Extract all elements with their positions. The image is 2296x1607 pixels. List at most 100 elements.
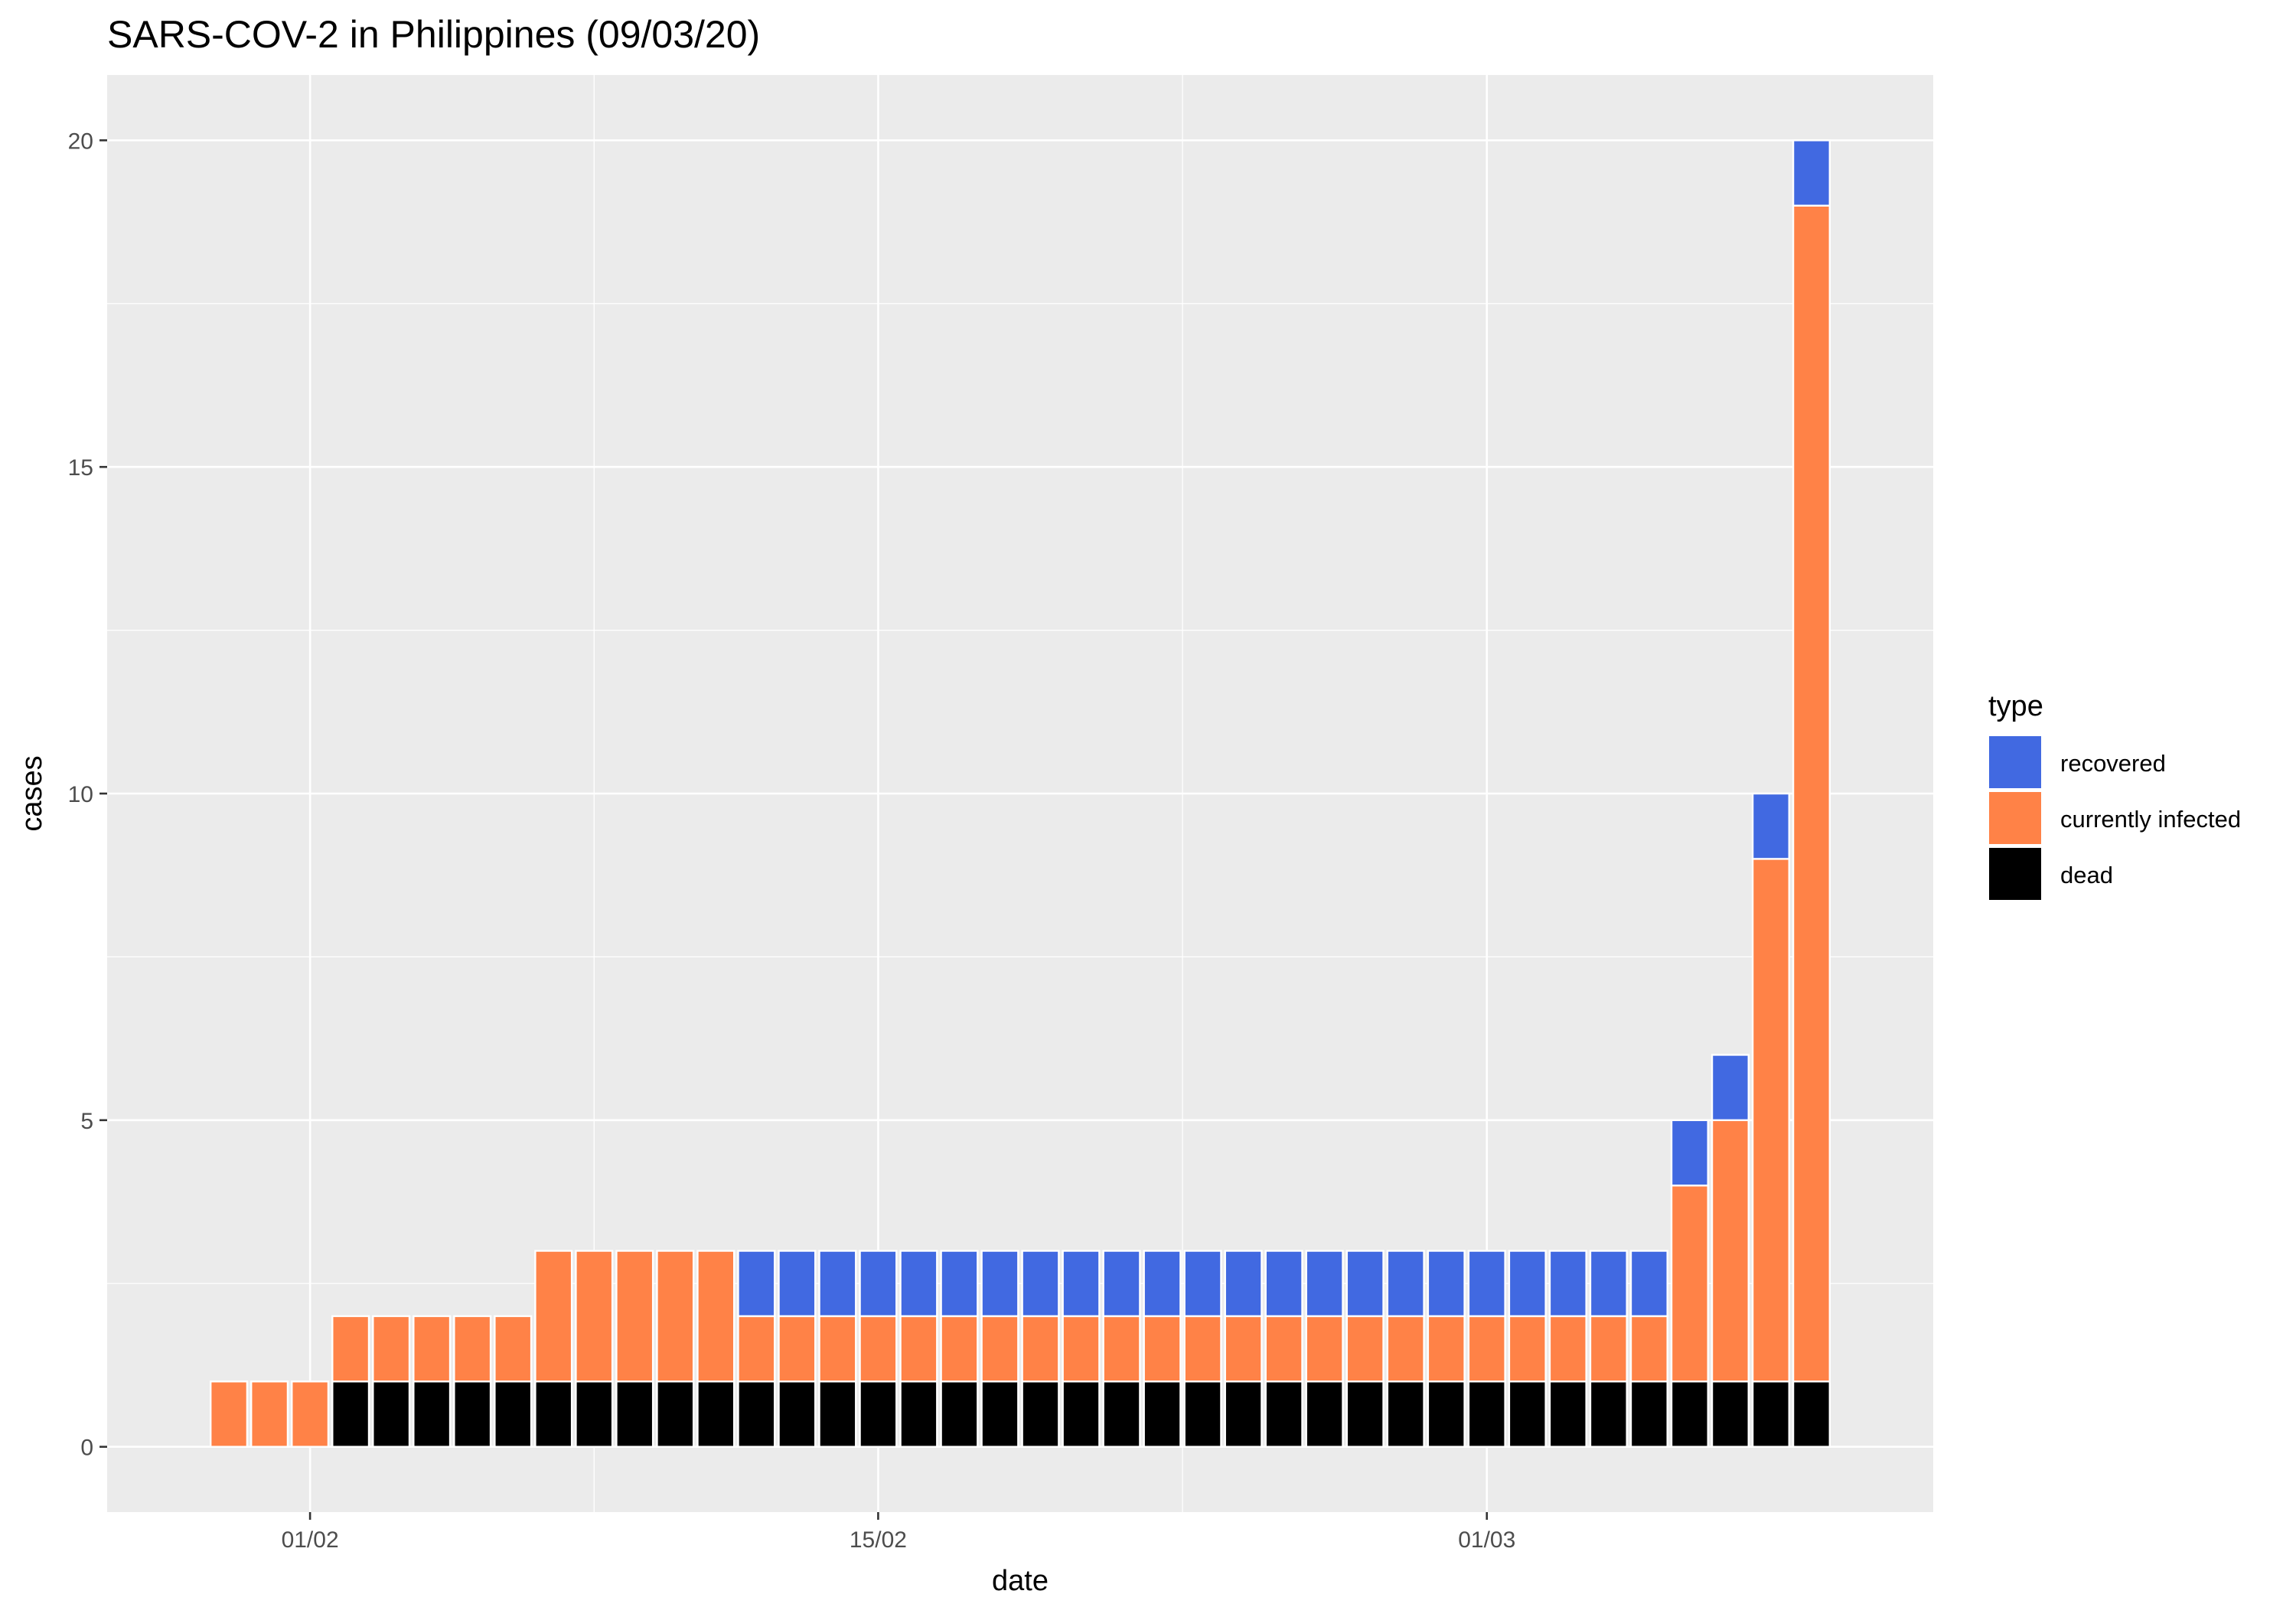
legend-label-dead: dead <box>2060 862 2113 888</box>
bar-currently-infected <box>250 1380 289 1448</box>
bar-recovered <box>778 1250 817 1318</box>
legend: type recovered currently infected dead <box>1988 690 2241 900</box>
bar-dead <box>413 1380 452 1448</box>
bar-currently-infected <box>210 1380 249 1448</box>
y-axis: 0 5 10 15 20 <box>68 129 107 1461</box>
bar-recovered <box>1548 1250 1587 1318</box>
bar-currently-infected <box>1629 1315 1668 1383</box>
bar-recovered <box>940 1250 979 1318</box>
bar-currently-infected <box>899 1315 938 1383</box>
legend-label-currently-infected: currently infected <box>2060 806 2241 833</box>
bars <box>210 139 1831 1448</box>
bar-currently-infected <box>1062 1315 1101 1383</box>
bar-dead <box>372 1380 411 1448</box>
bar-recovered <box>1345 1250 1384 1318</box>
bar-dead <box>1305 1380 1344 1448</box>
bar-currently-infected <box>1386 1315 1425 1383</box>
bar-dead <box>1508 1380 1547 1448</box>
x-tick-label: 15/02 <box>850 1527 907 1553</box>
bar-currently-infected <box>291 1380 330 1448</box>
bar-currently-infected <box>615 1250 654 1383</box>
bar-dead <box>615 1380 654 1448</box>
bar-dead <box>818 1380 857 1448</box>
bar-dead <box>656 1380 695 1448</box>
bar-dead <box>737 1380 776 1448</box>
bar-currently-infected <box>1508 1315 1547 1383</box>
bar-recovered <box>1386 1250 1425 1318</box>
bar-recovered <box>980 1250 1019 1318</box>
bar-recovered <box>1711 1054 1750 1122</box>
bar-recovered <box>1062 1250 1101 1318</box>
bar-currently-infected <box>656 1250 695 1383</box>
bar-currently-infected <box>1670 1184 1709 1383</box>
bar-recovered <box>1183 1250 1222 1318</box>
bar-currently-infected <box>372 1315 411 1383</box>
bar-recovered <box>1102 1250 1141 1318</box>
bar-dead <box>980 1380 1019 1448</box>
bar-dead <box>778 1380 817 1448</box>
bar-currently-infected <box>1021 1315 1060 1383</box>
bar-recovered <box>1670 1119 1709 1187</box>
bar-recovered <box>1224 1250 1263 1318</box>
bar-recovered <box>1467 1250 1506 1318</box>
bar-recovered <box>859 1250 898 1318</box>
bar-recovered <box>1305 1250 1344 1318</box>
bar-currently-infected <box>534 1250 573 1383</box>
bar-dead <box>534 1380 573 1448</box>
bar-dead <box>1467 1380 1506 1448</box>
y-tick-label: 5 <box>80 1109 93 1134</box>
chart-title: SARS-COV-2 in Philippines (09/03/20) <box>107 13 760 56</box>
bar-dead <box>1427 1380 1466 1448</box>
bar-recovered <box>818 1250 857 1318</box>
bar-dead <box>494 1380 533 1448</box>
bar-dead <box>1751 1380 1790 1448</box>
bar-currently-infected <box>1183 1315 1222 1383</box>
bar-recovered <box>737 1250 776 1318</box>
y-tick-label: 0 <box>80 1436 93 1461</box>
bar-currently-infected <box>818 1315 857 1383</box>
bar-currently-infected <box>331 1315 370 1383</box>
bar-dead <box>1345 1380 1384 1448</box>
x-tick-label: 01/02 <box>282 1527 339 1553</box>
bar-dead <box>1143 1380 1182 1448</box>
bar-dead <box>1062 1380 1101 1448</box>
bar-currently-infected <box>1305 1315 1344 1383</box>
bar-dead <box>331 1380 370 1448</box>
bar-currently-infected <box>980 1315 1019 1383</box>
bar-dead <box>1021 1380 1060 1448</box>
bar-currently-infected <box>1264 1315 1303 1383</box>
legend-title: type <box>1988 690 2043 722</box>
bar-currently-infected <box>1711 1119 1750 1383</box>
bar-recovered <box>1021 1250 1060 1318</box>
bar-dead <box>1711 1380 1750 1448</box>
bar-dead <box>1792 1380 1831 1448</box>
bar-dead <box>1224 1380 1263 1448</box>
bar-dead <box>1386 1380 1425 1448</box>
bar-currently-infected <box>575 1250 614 1383</box>
bar-dead <box>899 1380 938 1448</box>
bar-currently-infected <box>859 1315 898 1383</box>
bar-recovered <box>1751 792 1790 860</box>
x-axis: 01/02 15/02 01/03 <box>282 1512 1515 1553</box>
grid-major <box>107 75 1933 1512</box>
x-axis-title: date <box>992 1565 1049 1597</box>
bar-recovered <box>1264 1250 1303 1318</box>
bar-recovered <box>899 1250 938 1318</box>
bar-currently-infected <box>737 1315 776 1383</box>
y-tick-label: 10 <box>68 782 93 807</box>
legend-label-recovered: recovered <box>2060 750 2166 777</box>
bar-currently-infected <box>453 1315 492 1383</box>
bar-dead <box>1183 1380 1222 1448</box>
bar-currently-infected <box>1467 1315 1506 1383</box>
y-tick-label: 20 <box>68 129 93 154</box>
bar-currently-infected <box>494 1315 533 1383</box>
bar-recovered <box>1589 1250 1628 1318</box>
bar-currently-infected <box>1792 204 1831 1383</box>
bar-currently-infected <box>1102 1315 1141 1383</box>
bar-currently-infected <box>1345 1315 1384 1383</box>
bar-recovered <box>1143 1250 1182 1318</box>
bar-recovered <box>1508 1250 1547 1318</box>
bar-dead <box>1670 1380 1709 1448</box>
bar-currently-infected <box>1589 1315 1628 1383</box>
